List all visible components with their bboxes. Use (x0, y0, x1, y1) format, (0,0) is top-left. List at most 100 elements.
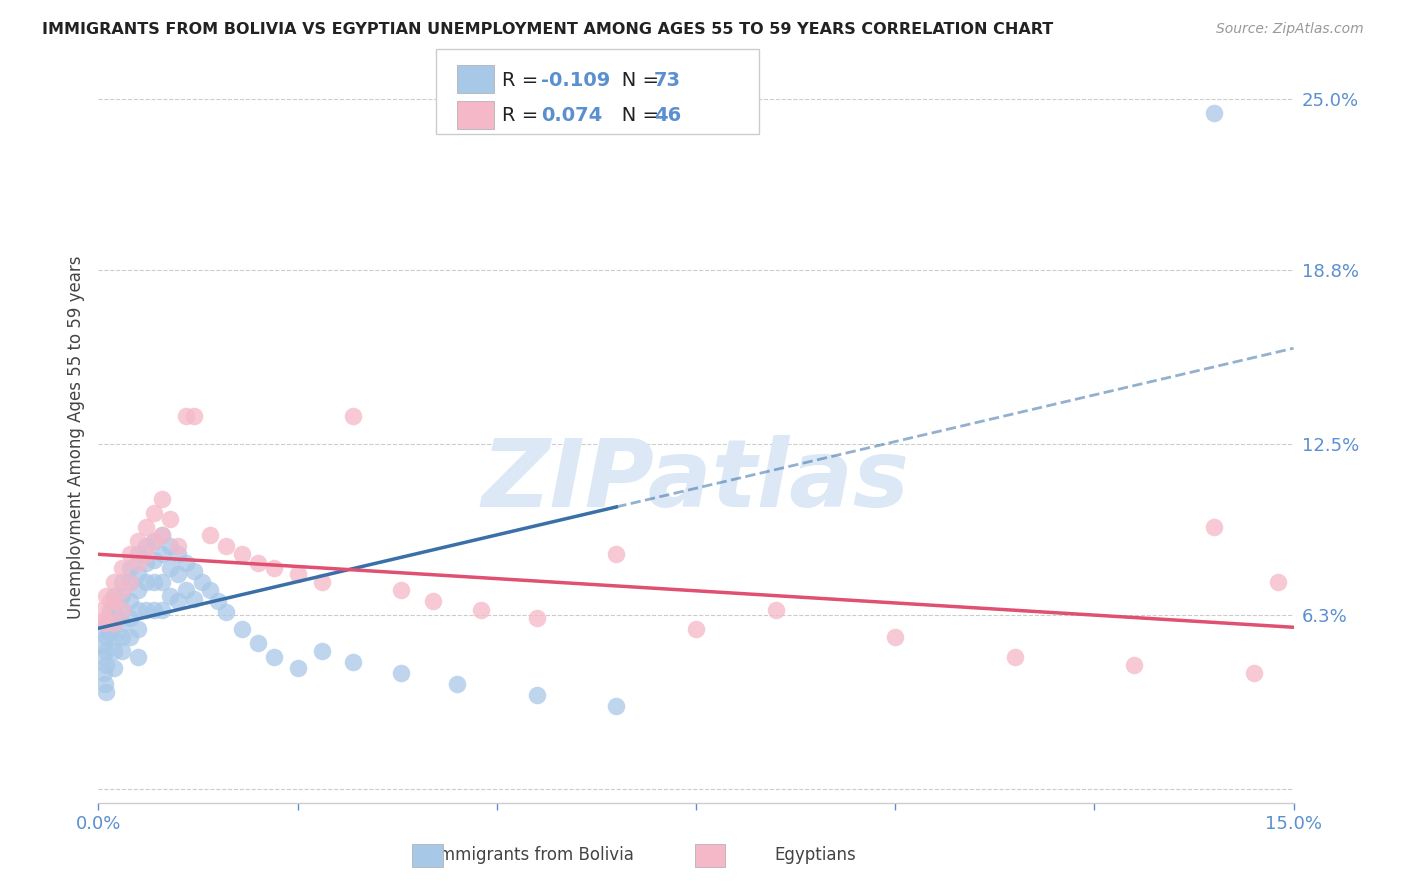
Point (135, 539, 157, 553)
Point (127, 548, 149, 562)
Point (96, 657, 118, 672)
Point (167, 548, 190, 562)
Point (127, 622, 149, 636)
Point (159, 511, 181, 525)
Point (143, 574, 166, 589)
Text: -0.109: -0.109 (541, 70, 610, 89)
Point (91, 639, 114, 653)
Point (150, 548, 173, 562)
Point (135, 556, 157, 570)
Point (111, 616, 134, 631)
Point (311, 574, 333, 589)
Point (120, 630, 142, 644)
Point (231, 622, 253, 636)
Point (389, 666, 412, 681)
Point (422, 594, 444, 608)
Point (174, 409, 197, 424)
Point (167, 539, 190, 553)
Point (143, 553, 166, 567)
Point (135, 520, 157, 534)
Point (150, 528, 173, 542)
Point (111, 574, 134, 589)
Point (263, 561, 285, 575)
Point (103, 616, 125, 631)
Point (685, 622, 707, 636)
Point (135, 548, 157, 562)
Point (120, 594, 142, 608)
Point (287, 566, 309, 581)
Point (103, 630, 125, 644)
Point (111, 630, 134, 644)
Point (1004, 649, 1026, 664)
Point (94, 616, 117, 631)
Point (174, 583, 197, 598)
Point (111, 589, 134, 603)
Point (91, 602, 114, 616)
Text: 0.074: 0.074 (541, 106, 603, 125)
Point (111, 602, 134, 616)
Point (263, 649, 285, 664)
Point (96, 630, 118, 644)
Point (127, 533, 149, 548)
Point (605, 548, 627, 562)
Point (127, 583, 149, 598)
Point (215, 605, 238, 619)
Point (127, 566, 149, 581)
Point (159, 589, 181, 603)
Point (127, 556, 149, 570)
Point (167, 566, 190, 581)
Point (342, 409, 364, 424)
Point (174, 556, 197, 570)
Text: N =: N = (603, 70, 665, 89)
Point (98, 594, 122, 608)
Point (143, 602, 166, 616)
Point (150, 602, 173, 616)
Point (111, 561, 134, 575)
Point (90, 622, 112, 636)
Point (107, 611, 129, 625)
Text: R =: R = (502, 70, 544, 89)
Point (96, 616, 118, 631)
Point (135, 602, 157, 616)
Point (103, 644, 125, 658)
Point (884, 630, 907, 644)
Point (167, 594, 190, 608)
Point (287, 660, 309, 674)
Point (103, 589, 125, 603)
Point (98, 624, 122, 639)
Point (103, 660, 125, 674)
Point (94, 677, 117, 691)
Point (150, 528, 173, 542)
Point (111, 583, 134, 598)
Text: IMMIGRANTS FROM BOLIVIA VS EGYPTIAN UNEMPLOYMENT AMONG AGES 55 TO 59 YEARS CORRE: IMMIGRANTS FROM BOLIVIA VS EGYPTIAN UNEM… (42, 22, 1053, 37)
Point (98, 602, 122, 616)
Point (207, 594, 229, 608)
Point (605, 699, 627, 714)
Point (159, 539, 181, 553)
Point (246, 556, 269, 570)
Point (111, 602, 134, 616)
Point (183, 564, 205, 578)
Point (159, 561, 181, 575)
Point (143, 533, 166, 548)
Point (96, 589, 118, 603)
Point (127, 602, 149, 616)
Point (215, 539, 238, 553)
Point (143, 533, 166, 548)
Point (446, 677, 468, 691)
Point (765, 602, 787, 616)
Text: Egyptians: Egyptians (775, 846, 856, 863)
Point (183, 409, 205, 424)
Point (120, 561, 142, 575)
Point (120, 574, 142, 589)
Point (1202, 520, 1225, 534)
Text: R =: R = (502, 106, 544, 125)
Point (183, 591, 205, 606)
Point (1123, 657, 1146, 672)
Point (470, 602, 492, 616)
Point (135, 574, 157, 589)
Point (111, 644, 134, 658)
Text: 73: 73 (654, 70, 681, 89)
Point (103, 594, 125, 608)
Point (150, 492, 173, 507)
